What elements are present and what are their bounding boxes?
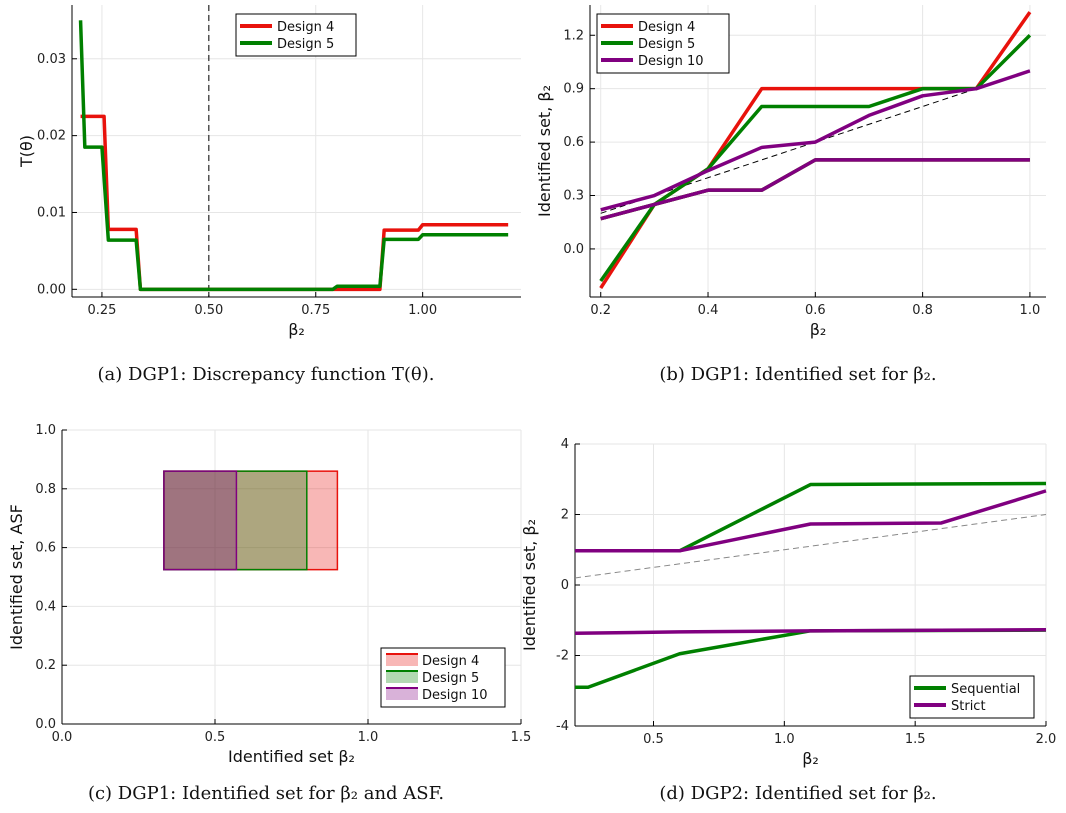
legend-label: Design 5	[422, 671, 479, 686]
series-lower-line	[600, 158, 1030, 221]
x-tick-label: 0.2	[590, 303, 611, 318]
y-tick-label: 0.2	[35, 658, 56, 673]
series-upper-line	[600, 69, 1031, 212]
x-tick-label: 0.5	[643, 732, 664, 747]
x-tick-label: 0.8	[912, 303, 933, 318]
x-tick-label: 0.0	[52, 730, 73, 745]
legend-label: Design 4	[422, 654, 479, 669]
reference-diagonal-line	[600, 70, 1031, 214]
x-tick-label: 1.0	[358, 730, 379, 745]
series-rect	[163, 470, 339, 571]
y-tick-label: 0.6	[563, 135, 584, 150]
legend-swatch	[386, 671, 418, 683]
y-tick-label: 0.3	[563, 189, 584, 204]
panel-a: 0.25 0.50 0.75 1.00 0.00 0.01 0.02 0.03 β₂ T(θ) De…	[17, 5, 521, 385]
series-line	[80, 114, 509, 292]
y-tick-label: -4	[556, 719, 569, 734]
legend-label: Design 10	[422, 688, 488, 703]
legend-swatch	[386, 688, 418, 700]
y-tick-label: 1.0	[35, 423, 56, 438]
y-tick-label: 4	[561, 437, 569, 452]
x-tick-label: 0.6	[805, 303, 826, 318]
panel-b: 0.2 0.4 0.6 0.8 1.0 0.0 0.3 0.6 0.9 1.2 β₂ Identifi…	[535, 5, 1046, 385]
x-tick-label: 0.50	[194, 303, 223, 318]
legend-label: Design 10	[638, 54, 704, 69]
series-upper-line	[575, 481, 1047, 553]
panel-d: 0.5 1.0 1.5 2.0 -4 -2 0 2 4 β₂ Identified set, β₂ S…	[520, 437, 1056, 804]
y-tick-label: 0.8	[35, 482, 56, 497]
y-tick-label: 1.2	[563, 28, 584, 43]
series-upper-line	[575, 489, 1047, 553]
series-rect	[163, 470, 238, 571]
x-tick-label: 1.0	[1020, 303, 1041, 318]
x-tick-label: 0.5	[205, 730, 226, 745]
panel-caption: (b) DGP1: Identified set for β₂.	[659, 364, 936, 385]
x-tick-label: 0.75	[301, 303, 330, 318]
legend: Design 4 Design 5 Design 10	[380, 647, 506, 708]
x-tick-label: 1.00	[408, 303, 437, 318]
y-axis-label: Identified set, β₂	[535, 85, 554, 217]
series-upper-line	[599, 34, 1032, 282]
y-tick-label: 0.00	[37, 282, 66, 297]
legend-box	[235, 13, 357, 57]
panel-caption: (c) DGP1: Identified set for β₂ and ASF.	[88, 783, 444, 804]
legend-label: Strict	[951, 699, 986, 714]
y-tick-label: 2	[561, 508, 569, 523]
x-tick-label: 1.5	[905, 732, 926, 747]
x-tick-label: 1.0	[774, 732, 795, 747]
legend: Design 4 Design 5	[235, 13, 357, 57]
x-axis-label: β₂	[288, 320, 305, 339]
legend-box	[909, 675, 1035, 719]
x-tick-label: 1.5	[511, 730, 532, 745]
y-axis-label: Identified set, β₂	[520, 519, 539, 651]
x-tick-label: 2.0	[1036, 732, 1057, 747]
series-lower-line	[574, 628, 1047, 636]
y-tick-label: 0.4	[35, 599, 56, 614]
legend-label: Design 4	[638, 20, 695, 35]
panel-c: 0.0 0.5 1.0 1.50.00.20.40.60.81.0Identified…	[7, 423, 531, 804]
y-tick-label: 0.9	[563, 82, 584, 97]
series-line	[78, 20, 509, 292]
x-axis-label: β₂	[802, 749, 819, 768]
panel-caption: (d) DGP2: Identified set for β₂.	[659, 783, 936, 804]
legend-label: Design 5	[277, 37, 334, 52]
y-axis-label: T(θ)	[17, 135, 36, 168]
panel-caption: (a) DGP1: Discrepancy function T(θ).	[98, 364, 435, 385]
legend: Sequential Strict	[909, 675, 1035, 719]
y-tick-label: 0	[561, 578, 569, 593]
y-tick-label: 0.6	[35, 541, 56, 556]
y-tick-label: 0.0	[35, 717, 56, 732]
x-axis-label: Identified set β₂	[228, 747, 355, 766]
y-tick-label: 0.01	[37, 205, 66, 220]
y-tick-label: 0.03	[37, 52, 66, 67]
legend-label: Design 5	[638, 37, 695, 52]
y-tick-label: 0.0	[563, 242, 584, 257]
y-axis-label: Identified set, ASF	[7, 504, 26, 650]
legend-swatch	[386, 654, 418, 666]
legend-box	[380, 647, 506, 708]
y-tick-label: -2	[556, 649, 569, 664]
y-tick-label: 0.02	[37, 129, 66, 144]
legend: Design 4 Design 5 Design 10	[596, 13, 730, 74]
x-tick-label: 0.4	[698, 303, 719, 318]
legend-label: Sequential	[951, 682, 1020, 697]
x-tick-label: 0.25	[87, 303, 116, 318]
series-rect	[163, 470, 308, 571]
x-axis-label: β₂	[810, 320, 827, 339]
legend-label: Design 4	[277, 20, 334, 35]
